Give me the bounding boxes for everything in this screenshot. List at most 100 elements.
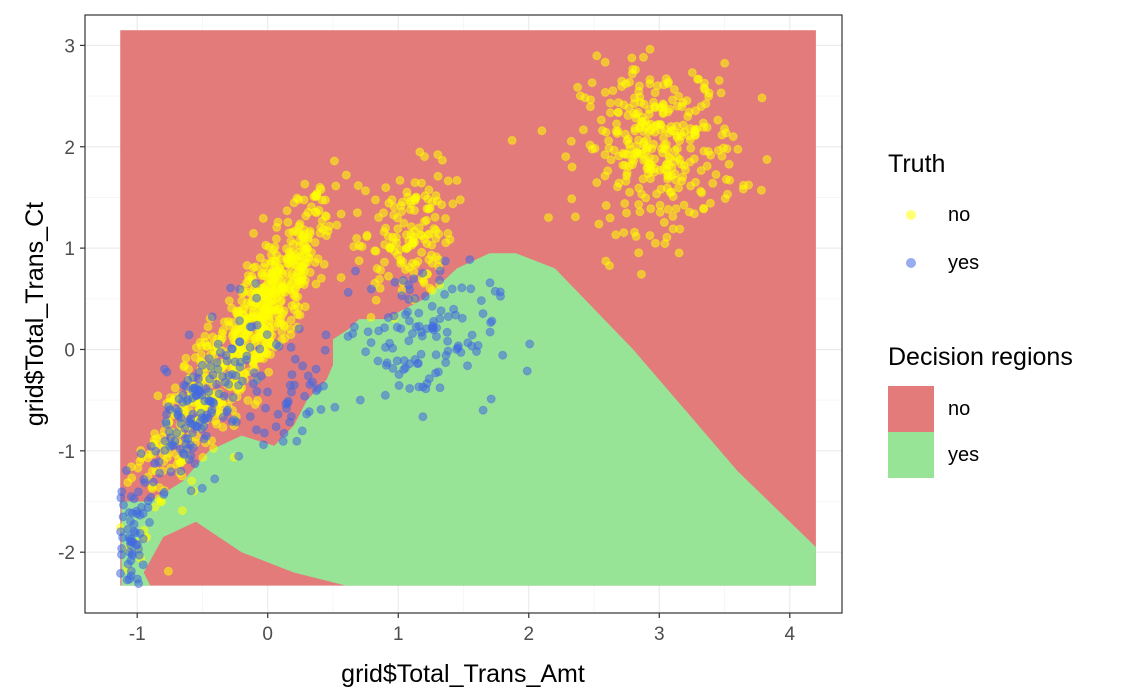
point-no [248,307,258,317]
point-no [362,230,372,240]
point-yes [381,342,390,352]
data-points [116,44,772,589]
point-no [650,238,660,248]
point-no [723,189,733,199]
point-no [701,99,711,109]
plot-border [84,14,843,614]
point-no [663,107,673,117]
point-no [738,184,748,194]
point-yes [129,494,139,504]
point-no [645,44,655,54]
point-no [612,119,622,129]
point-yes [262,330,272,340]
point-no [250,400,260,409]
y-tick-label: 1 [64,239,75,260]
point-yes [186,486,196,496]
point-yes [160,445,170,455]
point-no [370,278,380,288]
point-yes [404,316,414,326]
regions-legend-title: Decision regions [888,343,1073,371]
x-tick-label: 4 [785,624,796,645]
point-yes [355,395,365,405]
point-no [666,187,676,197]
point-no [635,121,645,131]
point-no [371,195,380,205]
point-no [287,269,297,279]
point-yes [234,380,243,390]
point-no [629,156,639,166]
point-yes [204,354,214,364]
point-no [249,228,258,238]
x-tick-label: 3 [654,624,665,645]
point-yes [263,387,272,397]
point-yes [126,566,136,576]
point-yes [435,383,445,393]
point-yes [199,421,209,431]
point-no [645,231,655,240]
x-axis-label: grid$Total_Trans_Amt [341,660,585,688]
point-yes [212,379,222,389]
point-yes [251,425,261,435]
point-yes [215,348,225,357]
point-no [733,144,743,154]
point-no [380,257,389,267]
point-yes [160,436,170,446]
point-yes [397,291,407,301]
point-no [694,74,703,84]
point-no [153,391,163,401]
decision-regions [120,30,816,586]
point-no [674,183,684,193]
point-yes [465,255,475,265]
point-yes [412,359,422,369]
point-yes [184,330,194,340]
point-no [592,51,602,61]
point-no [704,91,714,101]
point-yes [228,393,238,402]
point-yes [163,402,173,412]
point-yes [133,487,143,497]
point-yes [343,287,353,297]
blue-dot-icon [906,258,916,268]
point-no [680,127,689,137]
point-yes [146,492,156,502]
point-no [633,107,643,117]
point-no [702,161,712,171]
point-no [361,186,370,196]
decision-region-yes [121,253,816,586]
point-yes [485,278,495,288]
point-no [170,383,180,393]
point-no [635,207,645,217]
point-yes [235,337,245,347]
point-no [426,250,436,260]
point-no [720,58,730,68]
point-no [674,248,684,258]
point-no [613,182,622,192]
point-yes [281,399,291,409]
point-no [237,296,247,306]
point-no [354,256,364,266]
point-yes [222,356,232,366]
point-no [285,324,295,334]
point-no [420,217,429,226]
point-no [388,232,398,242]
point-no [646,204,656,214]
point-no [246,331,255,341]
point-yes [162,409,171,419]
point-no [433,150,443,160]
point-yes [478,309,488,319]
point-no [401,244,411,253]
point-yes [297,426,307,436]
point-no [639,99,649,109]
point-yes [166,467,176,477]
red-swatch-icon [888,386,934,432]
point-yes [373,356,383,366]
point-no [312,191,322,201]
point-no [417,247,427,257]
point-yes [201,384,211,394]
point-yes [285,417,295,427]
point-no [762,155,772,164]
point-yes [414,382,424,392]
point-no [592,178,602,188]
point-no [284,283,294,293]
